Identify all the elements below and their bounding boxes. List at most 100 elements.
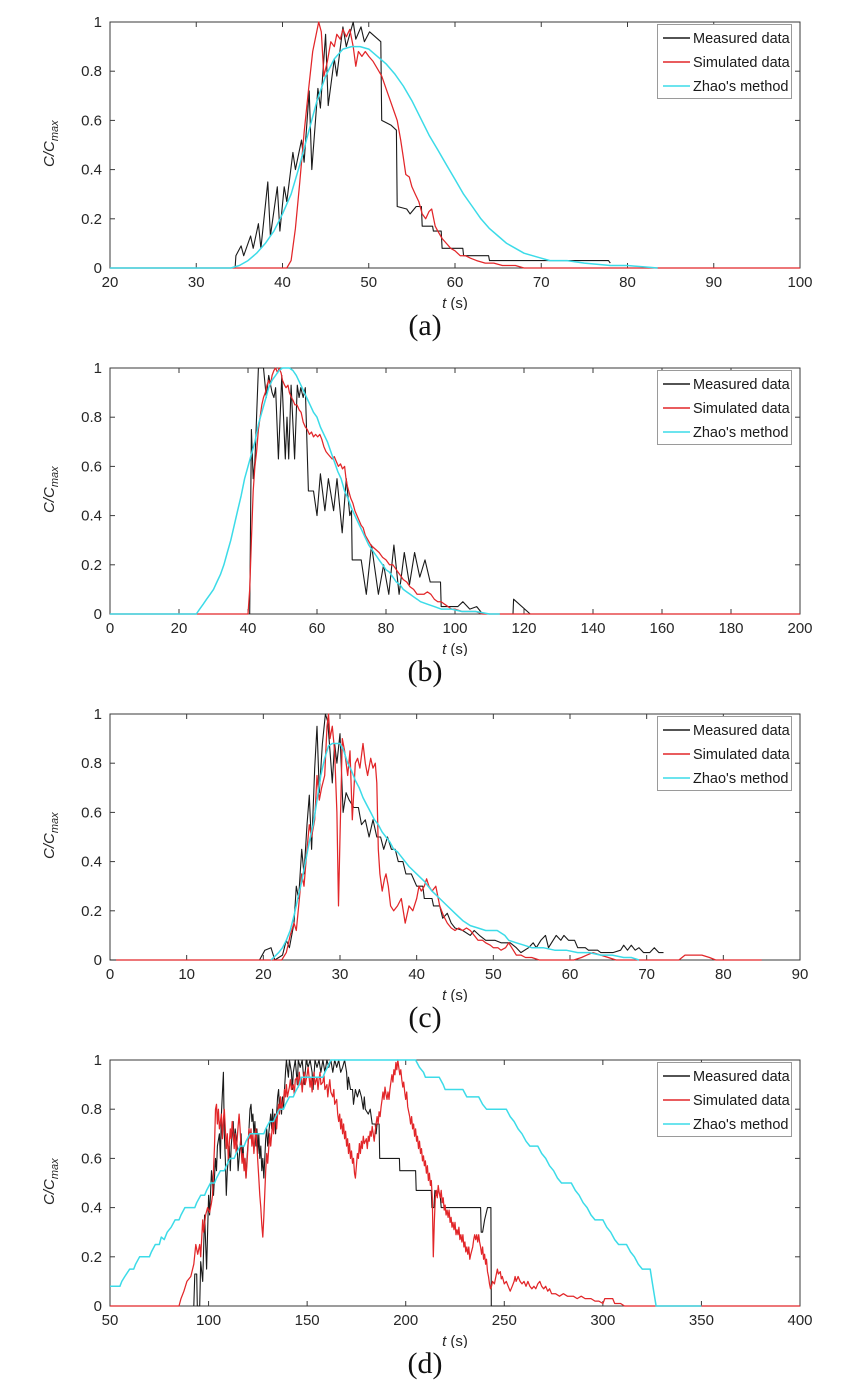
series-zhao-s-method: [110, 367, 500, 615]
y-tick-label: 0.4: [81, 1200, 102, 1217]
y-tick-label: 0.8: [81, 755, 102, 772]
y-tick-label: 0: [94, 260, 102, 277]
series-measured-data: [193, 1059, 511, 1307]
axes-box: [109, 713, 801, 961]
chart-b: 0 20 40 60 80 100 120 140 160 180 200 0 0.2 0.4 0.6 0.8…: [41, 360, 813, 656]
series-measured-data: [249, 367, 531, 615]
figure-panel-b: 0 20 40 60 80 100 120 140 160 180 200 0 0.2 0.4 0.6 0.8…: [0, 346, 850, 692]
x-axis-label: t (s): [442, 295, 468, 310]
legend-label: Simulated data: [693, 55, 791, 71]
series-group: [110, 1059, 800, 1307]
x-tick-label: 100: [442, 620, 467, 637]
x-tick-label: 80: [715, 966, 732, 983]
x-axis-label: t (s): [442, 1333, 468, 1348]
caption-d: (d): [407, 1347, 443, 1380]
caption-a: (a): [408, 309, 442, 342]
y-tick-label: 0.8: [81, 409, 102, 426]
y-tick-label: 0.6: [81, 112, 102, 129]
x-tick-label: 20: [102, 274, 119, 291]
x-tick-label: 60: [309, 620, 326, 637]
y-axis-label: C/Cmax: [41, 120, 61, 167]
x-tick-label: 200: [787, 620, 812, 637]
legend-label: Simulated data: [693, 1093, 791, 1109]
series-group: [110, 21, 800, 269]
x-tick-label: 80: [619, 274, 636, 291]
y-tick-label: 0.8: [81, 63, 102, 80]
x-axis-label: t (s): [442, 641, 468, 656]
y-tick-label: 0.2: [81, 557, 102, 574]
y-tick-label: 0.4: [81, 854, 102, 871]
legend: Measured data Simulated data Zhao's method: [657, 716, 792, 791]
y-tick-label: 0: [94, 952, 102, 969]
x-tick-label: 120: [511, 620, 536, 637]
x-tick-label: 40: [408, 966, 425, 983]
x-tick-label: 50: [485, 966, 502, 983]
x-tick-label: 40: [274, 274, 291, 291]
x-tick-label: 40: [240, 620, 257, 637]
x-tick-label: 100: [196, 1312, 221, 1329]
chart-c: 0 10 20 30 40 50 60 70 80 90 0 0.2 0.4 0.6 0.8 1 C/Cmax t…: [41, 706, 809, 1002]
x-tick-label: 90: [792, 966, 809, 983]
y-tick-label: 0: [94, 606, 102, 623]
x-tick-label: 200: [393, 1312, 418, 1329]
y-tick-label: 1: [94, 360, 102, 377]
figure-panel-a: 20 30 40 50 60 70 80 90 100 0 0.2 0.4 0.6 0.8 1 C/Cmax t…: [0, 0, 850, 346]
x-tick-label: 20: [255, 966, 272, 983]
y-tick-label: 0: [94, 1298, 102, 1315]
series-measured-data: [110, 713, 664, 961]
y-tick-label: 0.2: [81, 1249, 102, 1266]
series-zhao-s-method: [110, 1059, 702, 1307]
series-simulated-data: [116, 713, 762, 961]
series-zhao-s-method: [270, 742, 640, 961]
x-tick-label: 0: [106, 966, 114, 983]
x-tick-label: 80: [378, 620, 395, 637]
legend-label: Measured data: [693, 1069, 791, 1085]
legend: Measured data Simulated data Zhao's method: [657, 24, 792, 99]
legend-label: Zhao's method: [693, 771, 788, 787]
x-tick-label: 60: [562, 966, 579, 983]
y-tick-label: 0.6: [81, 804, 102, 821]
y-axis-label: C/Cmax: [41, 466, 61, 513]
legend-label: Simulated data: [693, 747, 791, 763]
x-tick-label: 70: [638, 966, 655, 983]
legend-label: Simulated data: [693, 401, 791, 417]
x-tick-label: 30: [332, 966, 349, 983]
legend: Measured data Simulated data Zhao's method: [657, 1062, 792, 1137]
x-tick-label: 100: [787, 274, 812, 291]
series-simulated-data: [110, 367, 800, 615]
series-zhao-s-method: [110, 45, 658, 269]
x-tick-label: 10: [178, 966, 195, 983]
x-tick-label: 90: [705, 274, 722, 291]
legend: Measured data Simulated data Zhao's method: [657, 370, 792, 445]
x-tick-label: 400: [787, 1312, 812, 1329]
y-tick-label: 1: [94, 1052, 102, 1069]
y-tick-label: 0.2: [81, 211, 102, 228]
y-tick-label: 0.4: [81, 508, 102, 525]
x-tick-label: 350: [689, 1312, 714, 1329]
y-tick-label: 0.8: [81, 1101, 102, 1118]
figure-panel-d: 50 100 150 200 250 300 350 400 0 0.2 0.4 0.6 0.8 1 C/C…: [0, 1038, 850, 1384]
y-axis-label: C/Cmax: [41, 812, 61, 859]
x-tick-label: 300: [590, 1312, 615, 1329]
caption-b: (b): [407, 655, 443, 688]
series-simulated-data: [110, 21, 800, 269]
x-tick-label: 60: [447, 274, 464, 291]
x-tick-label: 50: [102, 1312, 119, 1329]
x-axis-label: t (s): [442, 987, 468, 1002]
chart-a: 20 30 40 50 60 70 80 90 100 0 0.2 0.4 0.6 0.8 1 C/Cmax t…: [41, 14, 813, 310]
y-tick-label: 1: [94, 706, 102, 723]
y-tick-label: 0.2: [81, 903, 102, 920]
legend-label: Measured data: [693, 31, 791, 47]
legend-label: Zhao's method: [693, 79, 788, 95]
series-measured-data: [234, 21, 611, 269]
legend-label: Zhao's method: [693, 425, 788, 441]
x-tick-label: 160: [649, 620, 674, 637]
series-simulated-data: [110, 1059, 800, 1307]
series-group: [110, 367, 800, 615]
axes-box: [109, 1059, 801, 1307]
figure-panel-c: 0 10 20 30 40 50 60 70 80 90 0 0.2 0.4 0.6 0.8 1 C/Cmax t…: [0, 692, 850, 1038]
chart-d: 50 100 150 200 250 300 350 400 0 0.2 0.4 0.6 0.8 1 C/C…: [41, 1052, 813, 1348]
y-tick-label: 1: [94, 14, 102, 31]
x-tick-label: 150: [295, 1312, 320, 1329]
